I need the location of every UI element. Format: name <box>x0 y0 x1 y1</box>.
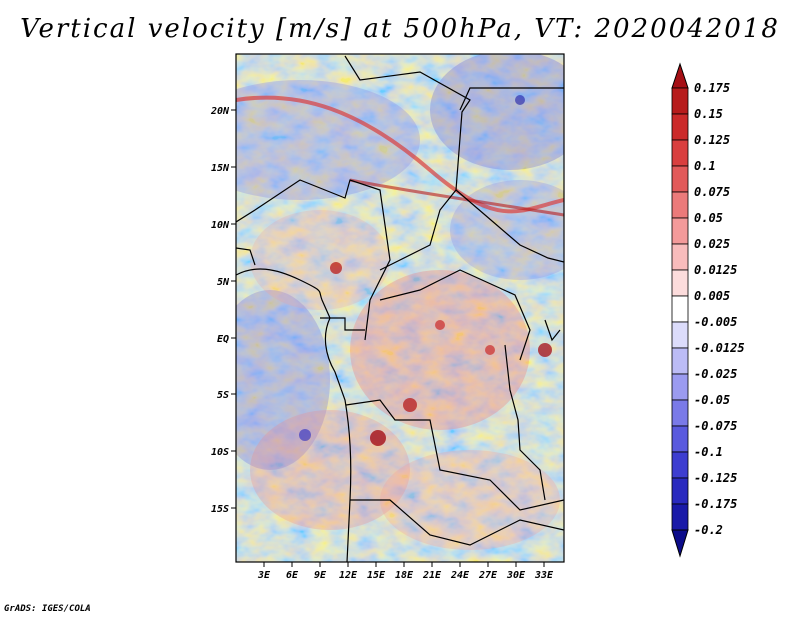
grads-credit: GrADS: IGES/COLA <box>4 604 91 614</box>
lat-label: 15N <box>211 163 230 174</box>
colorbar-bottom-arrow <box>671 529 689 558</box>
velocity-field <box>236 54 564 562</box>
lat-label: 15S <box>211 504 229 515</box>
lat-label: 5S <box>217 390 229 401</box>
colorbar-label: 0.005 <box>694 289 730 303</box>
lat-label: 20N <box>210 106 230 117</box>
colorbar-label: 0.125 <box>694 133 730 147</box>
colorbar-segment <box>671 269 689 297</box>
lon-label: 30E <box>506 570 526 581</box>
colorbar-segment <box>671 113 689 141</box>
colorbar-label: -0.075 <box>694 419 737 433</box>
colorbar-segment <box>671 373 689 401</box>
latitude-axis: 20N 15N 10N 5N EQ 5S 10S 15S <box>210 106 236 515</box>
colorbar-segment <box>671 451 689 479</box>
colorbar-segment <box>671 191 689 219</box>
colorbar-label: -0.175 <box>694 497 737 511</box>
colorbar-label: 0.075 <box>694 185 730 199</box>
colorbar-label: 0.175 <box>694 81 730 95</box>
lon-label: 27E <box>478 570 498 581</box>
lon-label: 21E <box>422 570 442 581</box>
colorbar-segment <box>671 399 689 427</box>
colorbar-segment <box>671 87 689 115</box>
lon-label: 3E <box>257 570 271 581</box>
lon-label: 12E <box>339 570 358 581</box>
colorbar-label: 0.05 <box>694 211 723 225</box>
lat-label: 10S <box>211 447 229 458</box>
colorbar-label: 0.1 <box>694 159 716 173</box>
colorbar-label: -0.0125 <box>694 341 745 355</box>
boundaries <box>236 55 564 562</box>
colorbar-segment <box>671 165 689 193</box>
lon-label: 24E <box>450 570 470 581</box>
colorbar-label: -0.05 <box>694 393 730 407</box>
colorbar-segment <box>671 347 689 375</box>
colorbar-label: -0.1 <box>694 445 723 459</box>
lon-label: 6E <box>286 570 299 581</box>
colorbar: 0.175 0.15 0.125 0.1 0.075 0.05 0.025 0.0125 0.0… <box>671 62 745 558</box>
colorbar-segment <box>671 503 689 531</box>
map-title: Vertical velocity [m/s] at 500hPa, VT: 2… <box>20 14 780 44</box>
colorbar-label: 0.0125 <box>694 263 737 277</box>
lon-label: 33E <box>534 570 554 581</box>
lat-label: 10N <box>211 220 230 231</box>
lon-label: 15E <box>367 570 386 581</box>
map-frame <box>235 53 565 563</box>
colorbar-label: 0.025 <box>694 237 730 251</box>
lat-label: 5N <box>217 277 230 288</box>
colorbar-label: -0.2 <box>694 523 723 537</box>
colorbar-label: -0.125 <box>694 471 737 485</box>
longitude-axis: 3E 6E 9E 12E 15E 18E 21E 24E 27E 30E 33E <box>257 562 554 581</box>
colorbar-segment <box>671 217 689 245</box>
colorbar-segment <box>671 295 689 323</box>
colorbar-label: -0.005 <box>694 315 737 329</box>
lat-label: EQ <box>217 334 229 345</box>
colorbar-label: 0.15 <box>694 107 723 121</box>
colorbar-segment <box>671 243 689 271</box>
lon-label: 9E <box>314 570 327 581</box>
colorbar-top-arrow <box>671 62 689 89</box>
colorbar-segment <box>671 477 689 505</box>
colorbar-segment <box>671 425 689 453</box>
colorbar-segment <box>671 139 689 167</box>
colorbar-segment <box>671 321 689 349</box>
colorbar-label: -0.025 <box>694 367 737 381</box>
lon-label: 18E <box>395 570 414 581</box>
